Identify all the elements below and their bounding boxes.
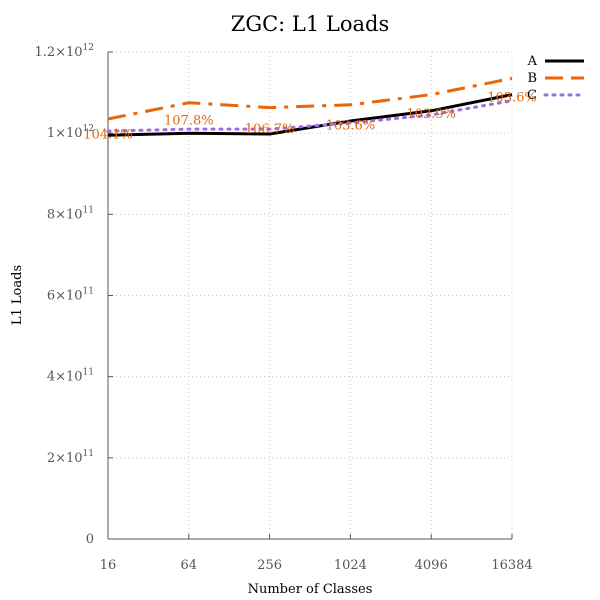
y-tick-label: 4×1011 bbox=[47, 368, 94, 385]
series-line-c bbox=[106, 99, 514, 133]
legend-label-c: C bbox=[527, 88, 537, 103]
x-tick-labels: 16 64 256 1024 4096 16384 bbox=[100, 558, 533, 573]
data-label: 106.7% bbox=[245, 122, 295, 137]
x-tick-label: 16384 bbox=[491, 558, 532, 573]
data-label: 103.6% bbox=[326, 119, 376, 134]
x-tick-label: 4096 bbox=[415, 558, 448, 573]
legend: ABC bbox=[527, 54, 586, 103]
y-tick-label: 2×1011 bbox=[47, 449, 94, 466]
legend-label-b: B bbox=[527, 71, 537, 86]
x-tick-label: 256 bbox=[257, 558, 282, 573]
data-label: 103.6% bbox=[487, 91, 537, 106]
data-labels: 104.1% 107.8% 106.7% 103.6% 103.9% 103.6% bbox=[83, 91, 537, 143]
x-tick-label: 1024 bbox=[334, 558, 367, 573]
chart-title: ZGC: L1 Loads bbox=[231, 12, 390, 36]
y-tick-label: 0 bbox=[86, 532, 94, 547]
x-axis-label: Number of Classes bbox=[248, 582, 373, 597]
y-tick-labels: 0 2×1011 4×1011 6×1011 8×1011 1×1012 1.2×1012 bbox=[34, 43, 94, 547]
data-label: 107.8% bbox=[164, 113, 214, 128]
series-line-b bbox=[107, 76, 513, 121]
y-tick-label: 1.2×1012 bbox=[34, 43, 94, 60]
y-tick-label: 6×1011 bbox=[47, 287, 94, 304]
y-axis-label: L1 Loads bbox=[10, 265, 25, 325]
y-tick-label: 8×1011 bbox=[47, 205, 94, 222]
series-lines bbox=[106, 76, 514, 137]
data-label: 104.1% bbox=[83, 128, 133, 143]
legend-label-a: A bbox=[527, 54, 538, 69]
y-tick-label: 1×1012 bbox=[47, 124, 94, 141]
x-tick-label: 16 bbox=[100, 558, 117, 573]
x-tick-label: 64 bbox=[181, 558, 198, 573]
data-label: 103.9% bbox=[406, 107, 456, 122]
axes bbox=[107, 51, 513, 540]
